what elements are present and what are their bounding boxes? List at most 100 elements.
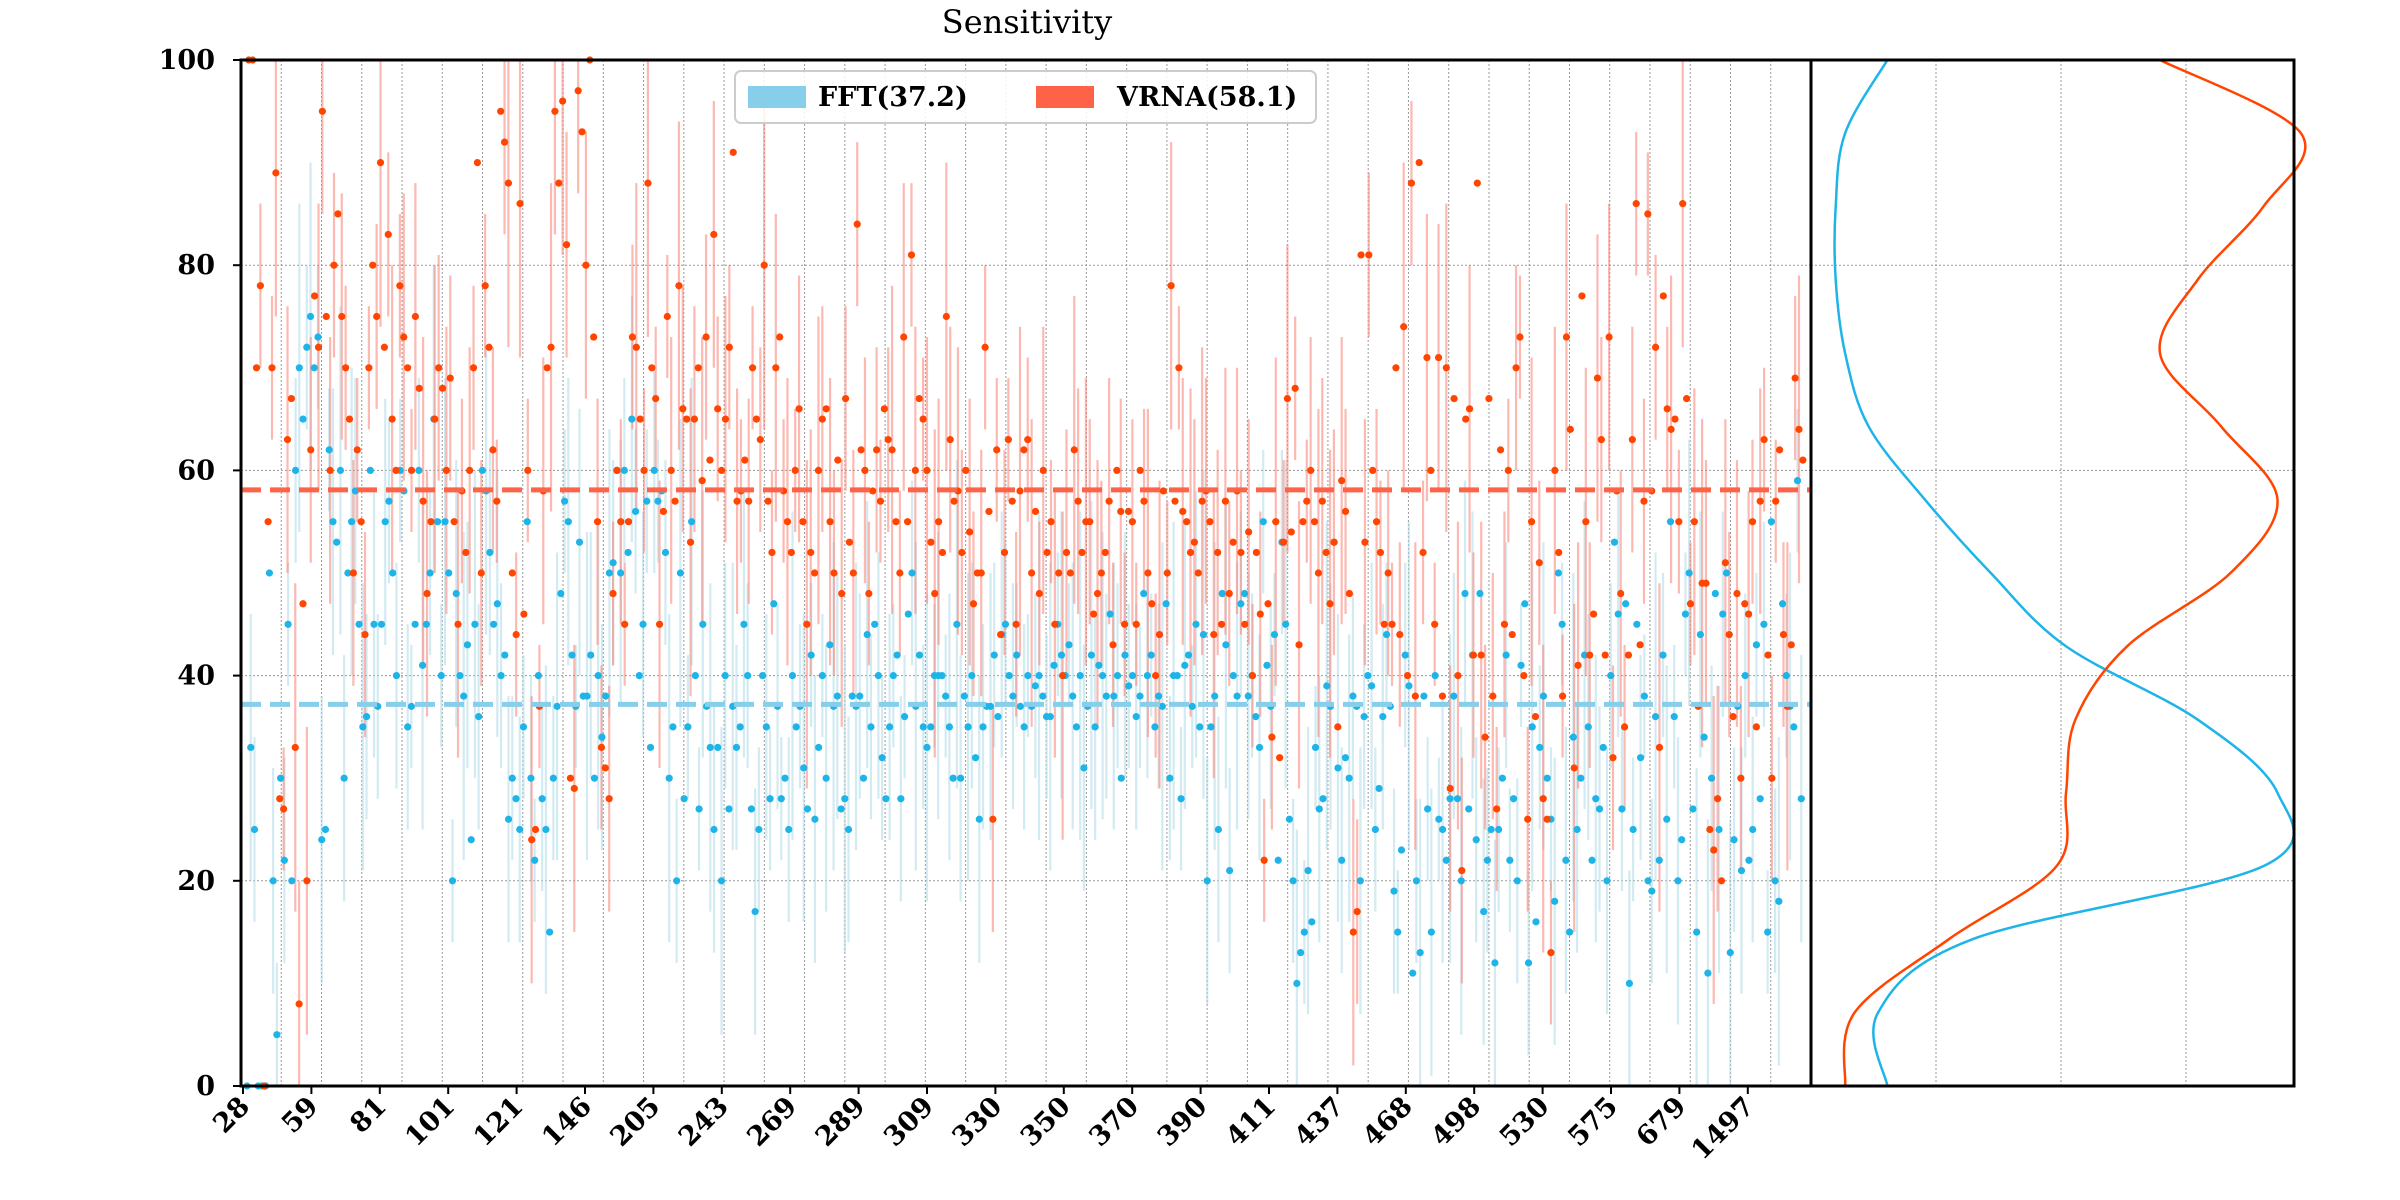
data-point	[497, 107, 505, 115]
data-point	[1128, 672, 1137, 680]
data-point	[1360, 713, 1368, 721]
data-point	[355, 620, 363, 628]
data-point	[1382, 630, 1391, 639]
data-point	[280, 805, 288, 813]
data-point	[1256, 610, 1264, 618]
data-point	[762, 723, 770, 731]
data-point	[1554, 569, 1563, 577]
data-point	[1543, 774, 1551, 782]
data-point	[721, 672, 729, 680]
data-point	[1714, 795, 1722, 803]
data-point	[1524, 815, 1532, 823]
x-tick-label: 269	[741, 1091, 803, 1153]
data-point	[1151, 723, 1159, 731]
data-point	[1050, 661, 1058, 669]
data-point	[1409, 969, 1417, 977]
data-point	[1264, 600, 1272, 608]
data-point	[1570, 764, 1578, 772]
data-point	[1589, 610, 1598, 618]
data-point	[1706, 825, 1714, 834]
data-point	[1749, 825, 1757, 834]
data-point	[1065, 641, 1073, 649]
data-point	[1020, 723, 1028, 731]
data-point	[516, 200, 524, 208]
data-point	[1210, 630, 1218, 639]
data-point	[384, 230, 392, 239]
data-point	[1670, 713, 1678, 721]
data-point	[1745, 856, 1753, 864]
data-point	[362, 713, 371, 721]
data-point	[1517, 661, 1525, 669]
data-point	[1016, 702, 1024, 710]
data-point	[1628, 436, 1636, 444]
x-tick-label: 309	[878, 1091, 940, 1153]
data-point	[247, 743, 255, 752]
data-point	[650, 466, 658, 474]
data-point	[897, 795, 905, 803]
data-point	[469, 364, 478, 372]
data-point	[598, 733, 606, 741]
data-point	[624, 518, 633, 526]
data-point	[1442, 364, 1450, 372]
data-point	[1334, 723, 1342, 731]
data-point	[1379, 713, 1387, 721]
data-point	[848, 692, 856, 700]
y-tick-label: 20	[177, 866, 215, 897]
data-point	[1686, 600, 1695, 608]
data-point	[908, 569, 916, 577]
data-point	[407, 702, 415, 710]
data-point	[953, 620, 961, 628]
data-point	[348, 518, 356, 526]
data-point	[1651, 343, 1660, 351]
data-point	[1031, 507, 1040, 516]
x-tick-label: 575	[1562, 1091, 1624, 1153]
data-point	[1502, 651, 1510, 659]
data-point	[551, 107, 559, 115]
data-point	[676, 569, 685, 577]
x-tick-label: 411	[1220, 1091, 1282, 1153]
data-point	[636, 415, 644, 423]
data-point	[446, 374, 454, 382]
data-point	[1707, 774, 1716, 782]
data-point	[1372, 518, 1381, 526]
data-point	[1091, 723, 1099, 731]
data-point	[725, 805, 733, 813]
data-point	[1319, 795, 1327, 803]
data-point	[1285, 815, 1294, 823]
data-point	[702, 333, 710, 341]
data-point	[859, 774, 868, 782]
data-point	[714, 405, 722, 413]
chart-title: Sensitivity	[942, 3, 1112, 41]
data-point	[1159, 487, 1167, 495]
data-point	[1678, 836, 1686, 844]
data-point	[1536, 743, 1544, 752]
data-point	[1685, 569, 1693, 577]
data-point	[1790, 723, 1798, 731]
data-point	[818, 415, 826, 423]
data-point	[1397, 846, 1406, 854]
y-tick-label: 60	[177, 455, 215, 486]
data-point	[609, 589, 617, 598]
x-tick-label: 437	[1289, 1091, 1351, 1153]
data-point	[1700, 733, 1708, 741]
data-point	[1186, 548, 1195, 557]
scatter-points	[243, 56, 1807, 1090]
data-point	[1353, 907, 1361, 916]
data-point	[547, 343, 555, 351]
data-point	[1315, 805, 1323, 813]
data-point	[500, 138, 509, 146]
data-point	[706, 743, 714, 752]
data-point	[1252, 548, 1261, 557]
data-point	[1024, 672, 1032, 680]
data-point	[1622, 600, 1630, 608]
data-point	[1307, 466, 1315, 474]
data-point	[699, 620, 707, 628]
data-point	[994, 713, 1002, 721]
data-point	[665, 774, 673, 782]
data-point	[1097, 569, 1105, 577]
data-point	[486, 548, 494, 557]
data-point	[1681, 610, 1690, 618]
data-point	[795, 405, 803, 413]
data-point	[1196, 723, 1204, 731]
